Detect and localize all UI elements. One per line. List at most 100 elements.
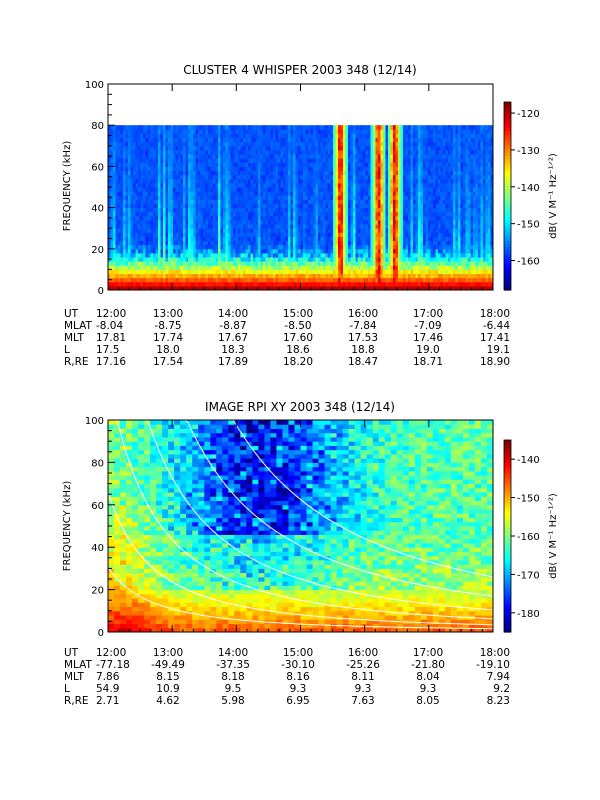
heatmap-cell [148,281,151,287]
heatmap-cell [215,265,219,270]
heatmap-cell [378,277,381,283]
heatmap-cell [243,154,246,159]
heatmap-cell [370,141,374,147]
heatmap-cell [318,265,321,270]
heatmap-cell [365,166,369,172]
heatmap-cell [118,224,121,229]
heatmap-cell [138,285,141,291]
heatmap-cell [330,199,334,204]
heatmap-cell [218,232,221,237]
heatmap-cell [288,195,291,200]
heatmap-cell [223,252,226,258]
heatmap-cell [173,273,176,279]
heatmap-cell [285,261,289,266]
heatmap-cell [388,199,391,204]
heatmap-cell [125,149,129,155]
heatmap-cell [200,145,204,151]
heatmap-cell [230,207,234,213]
heatmap-cell [148,187,151,192]
heatmap-cell [383,133,386,139]
heatmap-cell [343,281,346,287]
heatmap-cell [233,129,236,134]
heatmap-cell [220,178,224,184]
heatmap-cell [265,269,269,275]
heatmap-cell [110,182,114,188]
heatmap-cell [283,195,286,200]
heatmap-cell [190,261,194,266]
heatmap-cell [123,187,126,192]
heatmap-cell [338,211,341,217]
heatmap-cell [115,195,119,200]
heatmap-cell [170,166,174,172]
heatmap-cell [120,182,124,188]
heatmap-cell [155,265,159,270]
heatmap-cell [208,125,211,130]
heatmap-cell [330,228,334,233]
heatmap-cell [153,244,156,250]
heatmap-cell [348,261,351,266]
heatmap-cell [183,149,186,155]
heatmap-cell [253,248,256,254]
heatmap-cell [113,211,116,217]
heatmap-cell [300,133,304,139]
heatmap-cell [275,257,279,262]
heatmap-cell [210,277,214,283]
heatmap-cell [263,166,266,172]
heatmap-cell [170,195,174,200]
heatmap-cell [275,203,279,209]
heatmap-cell [295,240,299,246]
heatmap-cell [310,174,314,180]
heatmap-cell [205,137,209,143]
heatmap-cell [260,261,264,266]
heatmap-cell [158,191,161,196]
heatmap-cell [285,170,289,176]
heatmap-cell [190,191,194,196]
heatmap-cell [295,219,299,225]
heatmap-cell [268,195,271,200]
heatmap-cell [278,129,281,134]
heatmap-cell [128,141,131,147]
heatmap-cell [185,158,189,163]
heatmap-cell [393,187,396,192]
heatmap-cell [383,219,386,225]
heatmap-cell [278,133,281,139]
heatmap-cell [285,158,289,163]
heatmap-cell [405,187,409,192]
heatmap-cell [205,174,209,180]
heatmap-cell [295,248,299,254]
heatmap-cell [233,232,236,237]
heatmap-cell [258,191,261,196]
heatmap-cell [130,154,134,159]
heatmap-cell [393,133,396,139]
heatmap-cell [220,170,224,176]
heatmap-cell [390,174,394,180]
heatmap-cell [378,154,381,159]
heatmap-cell [375,125,379,130]
heatmap-cell [140,281,144,287]
heatmap-cell [275,240,279,246]
heatmap-cell [148,191,151,196]
heatmap-cell [308,133,311,139]
heatmap-cell [408,215,411,221]
heatmap-cell [370,285,374,291]
heatmap-cell [343,257,346,262]
heatmap-cell [390,285,394,291]
heatmap-cell [125,236,129,242]
heatmap-cell [360,203,364,209]
heatmap-cell [138,277,141,283]
heatmap-cell [370,149,374,155]
heatmap-cell [338,269,341,275]
heatmap-cell [345,145,349,151]
heatmap-cell [383,224,386,229]
heatmap-cell [275,265,279,270]
heatmap-cell [138,203,141,209]
heatmap-cell [180,141,184,147]
heatmap-cell [253,281,256,287]
heatmap-cell [403,166,406,172]
heatmap-cell [358,154,361,159]
heatmap-cell [253,261,256,266]
heatmap-cell [300,248,304,254]
heatmap-cell [275,224,279,229]
heatmap-cell [170,215,174,221]
heatmap-cell [418,261,421,266]
